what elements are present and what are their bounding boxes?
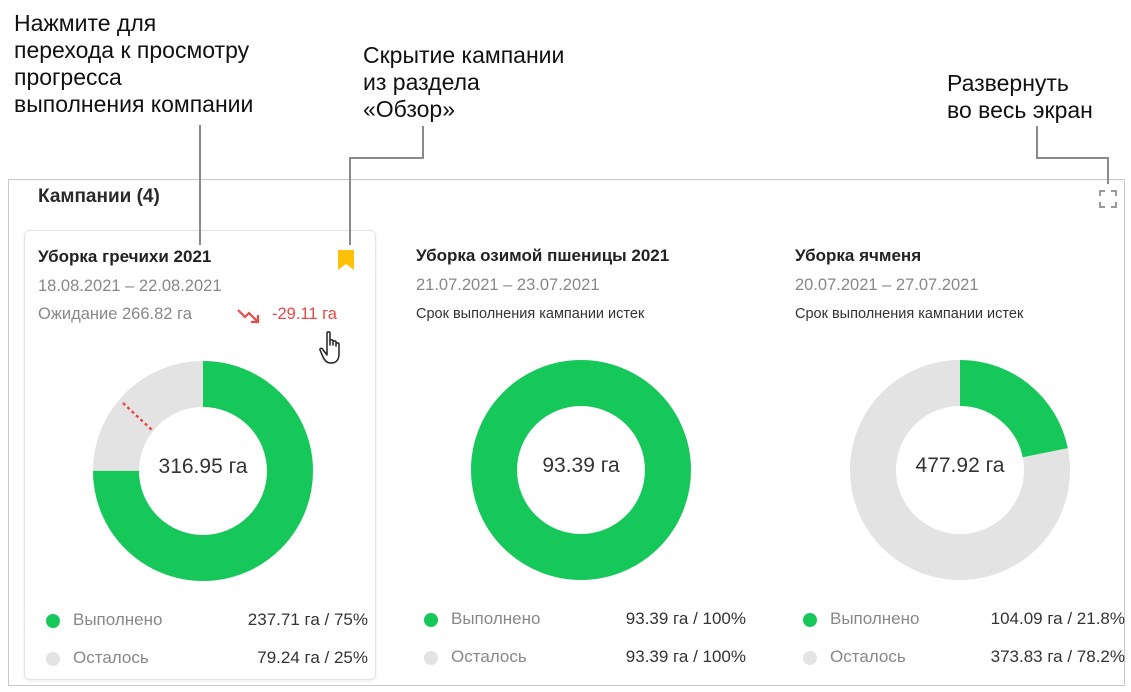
trend-down-icon xyxy=(237,309,260,324)
legend-remaining: Осталось 373.83 га / 78.2% xyxy=(795,646,1125,670)
legend-done-value: 104.09 га / 21.8% xyxy=(990,609,1125,628)
legend-done: Выполнено 237.71 га / 75% xyxy=(38,609,368,633)
progress-donut-chart[interactable] xyxy=(88,356,318,586)
campaign-dates: 21.07.2021 – 23.07.2021 xyxy=(416,276,600,294)
legend-remaining-value: 93.39 га / 100% xyxy=(625,647,746,666)
donut-done-arc xyxy=(471,360,691,580)
legend-remaining-label: Осталось xyxy=(451,647,527,666)
legend-done-dot xyxy=(803,613,817,627)
expectation-marker xyxy=(122,402,154,432)
legend-remaining-value: 373.83 га / 78.2% xyxy=(990,647,1125,666)
legend-done-dot xyxy=(46,614,60,628)
legend-done-value: 93.39 га / 100% xyxy=(625,609,746,628)
bookmark-icon[interactable] xyxy=(337,249,355,271)
campaign-card-1[interactable]: Уборка гречихи 2021 18.08.2021 – 22.08.2… xyxy=(24,230,376,680)
donut-total: 316.95 га xyxy=(158,455,248,478)
campaign-card-3[interactable]: Уборка ячменя 20.07.2021 – 27.07.2021 Ср… xyxy=(782,230,1131,680)
donut-total: 477.92 га xyxy=(915,454,1005,477)
campaign-status: Срок выполнения кампании истек xyxy=(416,306,645,322)
legend-done-label: Выполнено xyxy=(73,610,163,629)
legend-done-label: Выполнено xyxy=(451,609,541,628)
donut-done-arc xyxy=(850,360,1070,580)
campaigns-panel xyxy=(8,179,1125,686)
campaign-title[interactable]: Уборка озимой пшеницы 2021 xyxy=(416,246,670,265)
legend-done: Выполнено 104.09 га / 21.8% xyxy=(795,608,1125,632)
legend-remaining-label: Осталось xyxy=(73,648,149,667)
annotation-progress-hint: Нажмите для перехода к просмотру прогрес… xyxy=(14,10,254,117)
progress-donut-chart[interactable] xyxy=(466,355,696,585)
legend-done-value: 237.71 га / 75% xyxy=(247,610,368,629)
legend-remaining-value: 79.24 га / 25% xyxy=(257,648,368,667)
panel-title: Кампании (4) xyxy=(38,186,160,207)
legend-remaining-dot xyxy=(46,652,60,666)
campaign-delta: -29.11 га xyxy=(272,305,337,323)
donut-done-arc xyxy=(93,361,313,581)
legend-done-label: Выполнено xyxy=(830,609,920,628)
annotation-hide-hint: Скрытие кампании из раздела «Обзор» xyxy=(363,42,565,122)
legend-done: Выполнено 93.39 га / 100% xyxy=(416,608,746,632)
campaign-dates: 20.07.2021 – 27.07.2021 xyxy=(795,276,979,294)
campaign-status: Срок выполнения кампании истек xyxy=(795,306,1024,322)
campaign-card-2[interactable]: Уборка озимой пшеницы 2021 21.07.2021 – … xyxy=(403,230,755,680)
legend-remaining: Осталось 93.39 га / 100% xyxy=(416,646,746,670)
legend-done-dot xyxy=(424,613,438,627)
campaign-expectation: Ожидание 266.82 га xyxy=(38,305,192,323)
campaign-title[interactable]: Уборка ячменя xyxy=(795,246,922,265)
donut-total: 93.39 га xyxy=(542,454,620,477)
leader-fullscreen xyxy=(1036,126,1109,184)
campaign-title[interactable]: Уборка гречихи 2021 xyxy=(38,247,212,266)
hand-cursor-icon xyxy=(319,331,340,364)
legend-remaining-dot xyxy=(424,651,438,665)
progress-donut-chart[interactable] xyxy=(845,355,1075,585)
annotation-fullscreen-hint: Развернуть во весь экран xyxy=(947,70,1093,123)
campaign-dates: 18.08.2021 – 22.08.2021 xyxy=(38,277,222,295)
legend-remaining: Осталось 79.24 га / 25% xyxy=(38,647,368,671)
legend-remaining-label: Осталось xyxy=(830,647,906,666)
fullscreen-icon[interactable] xyxy=(1097,188,1119,210)
legend-remaining-dot xyxy=(803,651,817,665)
